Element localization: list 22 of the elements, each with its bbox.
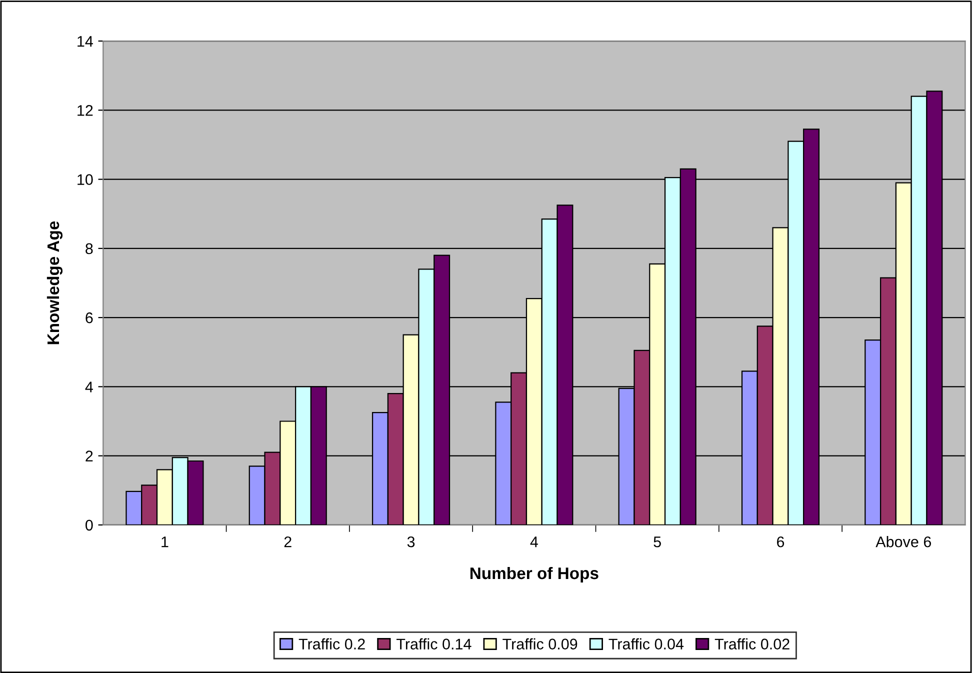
y-tick-label: 10 <box>78 174 93 185</box>
legend-label: Traffic 0.04 <box>608 638 684 650</box>
y-tick-label: 4 <box>85 382 93 392</box>
y-tick-label: 12 <box>78 105 93 116</box>
y-tick-label: 6 <box>86 312 93 324</box>
x-axis-title: Number of Hops <box>470 566 598 582</box>
legend-label: Traffic 0.02 <box>714 638 790 650</box>
x-tick-label: 1 <box>162 536 168 548</box>
x-tick-label: 2 <box>284 536 292 548</box>
legend-label: Traffic 0.14 <box>396 638 472 650</box>
x-tick-label: 5 <box>654 536 661 548</box>
x-tick-label: Above 6 <box>876 536 931 548</box>
y-tick-label: 8 <box>86 243 93 254</box>
y-tick-label: 0 <box>86 520 93 531</box>
x-tick-label: 3 <box>407 536 415 548</box>
legend-label: Traffic 0.09 <box>502 638 578 650</box>
y-axis-title: Knowledge Age <box>46 221 63 344</box>
legend-label: Traffic 0.2 <box>298 638 365 650</box>
y-tick-label: 2 <box>86 450 93 462</box>
x-tick-label: 6 <box>777 536 784 548</box>
y-tick-label: 14 <box>78 36 93 47</box>
x-tick-label: 4 <box>530 536 538 548</box>
